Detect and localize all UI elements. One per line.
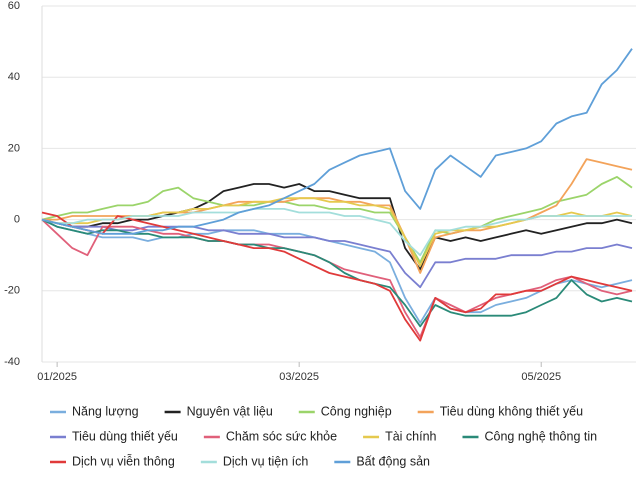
- series-line: [41, 183, 633, 271]
- legend-label: Tiêu dùng không thiết yếu: [440, 404, 583, 418]
- legend-label: Nguyên vật liệu: [187, 404, 273, 418]
- legend-label: Công nghệ thông tin: [484, 429, 597, 443]
- series-line: [41, 218, 633, 338]
- legend-label: Công nghiệp: [321, 404, 392, 418]
- series-line: [41, 218, 633, 328]
- series-line: [41, 208, 632, 257]
- y-tick-label: 60: [8, 0, 20, 12]
- y-tick-label: -40: [4, 356, 20, 368]
- y-tick-label: 20: [8, 142, 20, 154]
- y-tick-label: 40: [8, 71, 20, 83]
- series-line: [41, 176, 633, 264]
- legend-label: Dịch vụ tiện ích: [223, 454, 309, 468]
- legend-label: Năng lượng: [72, 404, 139, 418]
- x-tick-label: 05/2025: [521, 371, 561, 383]
- x-tick-label: 01/2025: [37, 371, 77, 383]
- legend-label: Tài chính: [385, 429, 436, 443]
- series-line: [41, 218, 633, 289]
- legend: Năng lượng Nguyên vật liệu Công nghiệp Tiêu…: [50, 404, 597, 468]
- y-tick-label: 0: [14, 214, 20, 226]
- series-line: [41, 218, 633, 324]
- legend-label: Chăm sóc sức khỏe: [226, 429, 337, 443]
- series-line: [41, 48, 633, 235]
- legend-label: Bất động sản: [356, 454, 430, 468]
- series-line: [41, 211, 633, 342]
- legend-label: Tiêu dùng thiết yếu: [72, 429, 178, 443]
- x-tick-label: 03/2025: [279, 371, 319, 383]
- y-tick-label: -20: [4, 285, 20, 297]
- legend-label: Dịch vụ viễn thông: [72, 453, 175, 468]
